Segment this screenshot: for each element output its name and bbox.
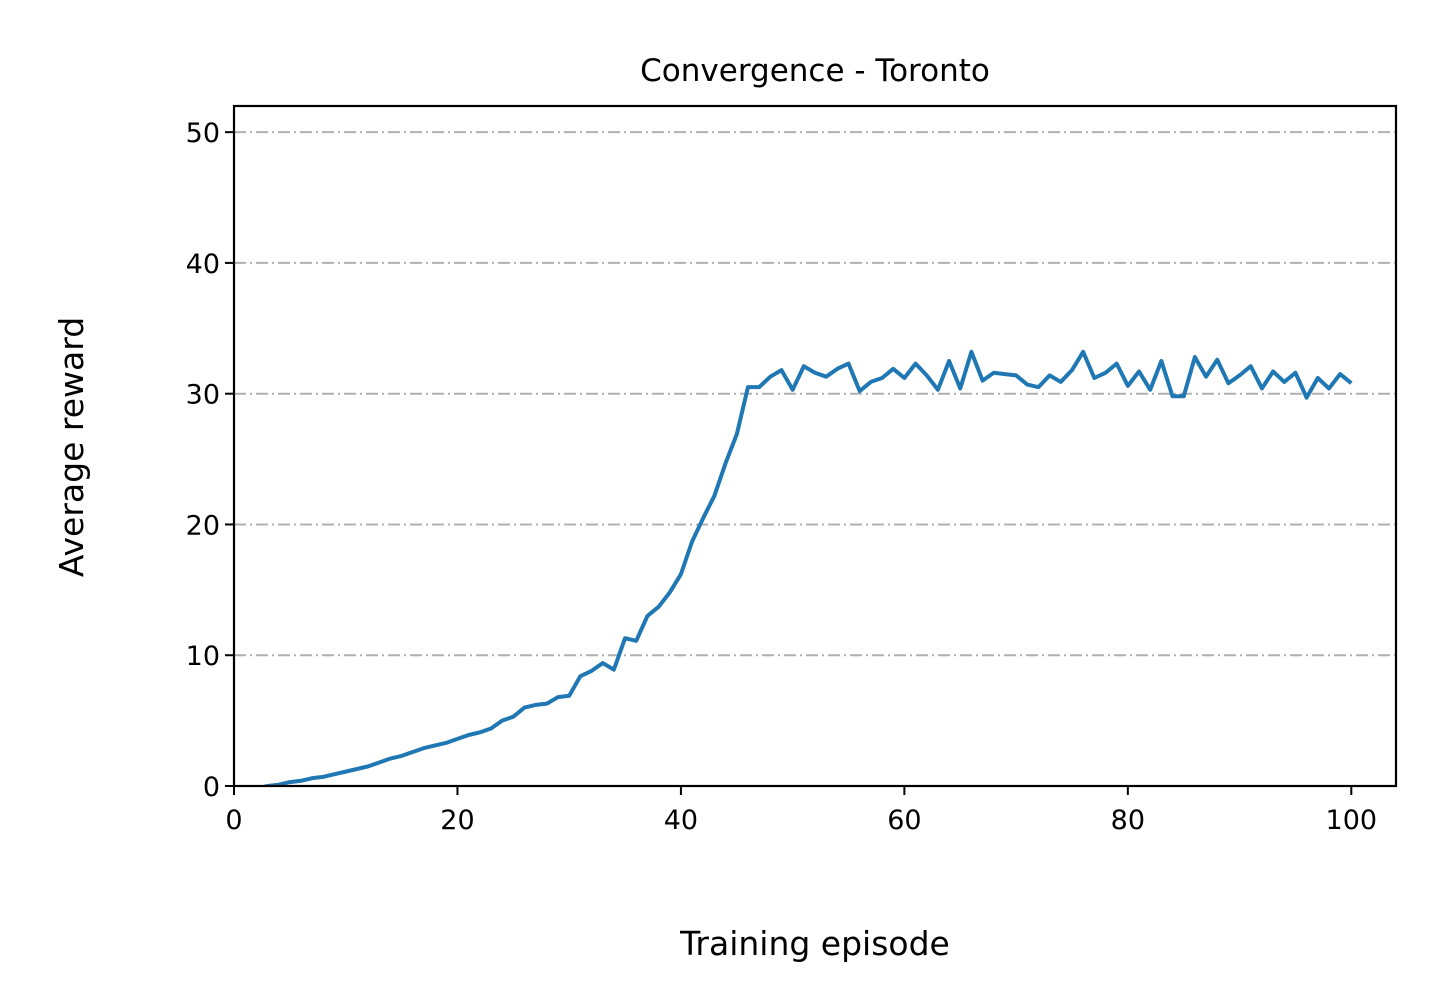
x-tick-label: 100 — [1326, 805, 1378, 836]
x-tick-label: 40 — [664, 805, 698, 836]
grid-lines — [234, 131, 1396, 657]
y-tick-label: 0 — [203, 772, 220, 803]
y-tick-label: 30 — [186, 380, 220, 411]
y-tick-label: 50 — [186, 118, 220, 149]
y-tick-label: 40 — [186, 249, 220, 280]
series-layer — [258, 349, 1353, 786]
y-tick-label: 10 — [186, 641, 220, 672]
x-tick-label: 0 — [225, 805, 242, 836]
axis-ticks: 0 20 40 60 80 100 0 10 20 30 40 50 — [186, 118, 1377, 836]
series-line-0 — [258, 349, 1353, 786]
x-tick-label: 80 — [1111, 805, 1145, 836]
plot-frame — [232, 104, 1398, 788]
x-tick-label: 60 — [887, 805, 921, 836]
x-tick-label: 20 — [440, 805, 474, 836]
y-axis-label: Average reward — [52, 317, 91, 577]
chart-title: Convergence - Toronto — [640, 53, 990, 89]
x-axis-label: Training episode — [679, 924, 950, 963]
y-tick-label: 20 — [186, 510, 220, 541]
